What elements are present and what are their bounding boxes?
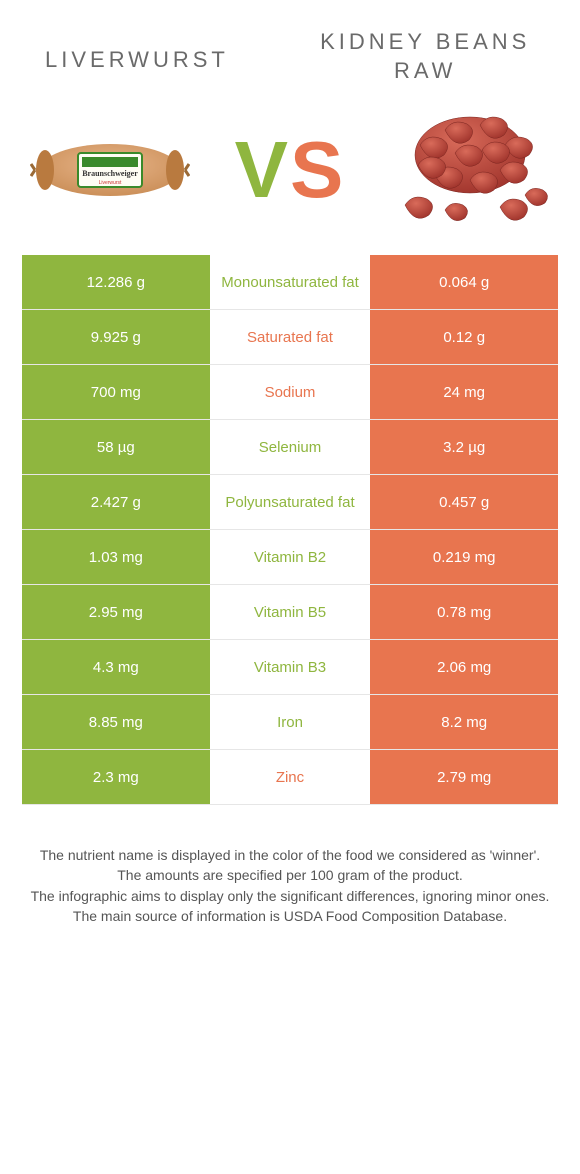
image-right (390, 110, 550, 230)
value-left: 8.85 mg (22, 695, 210, 749)
table-row: 700 mgSodium24 mg (22, 365, 558, 420)
nutrient-table: 12.286 gMonounsaturated fat0.064 g9.925 … (0, 255, 580, 805)
nutrient-label: Vitamin B5 (210, 585, 371, 639)
footer-notes: The nutrient name is displayed in the co… (0, 805, 580, 926)
value-left: 58 µg (22, 420, 210, 474)
value-left: 2.3 mg (22, 750, 210, 804)
footer-line: The nutrient name is displayed in the co… (30, 845, 550, 865)
vs-v: V (235, 125, 290, 214)
table-row: 4.3 mgVitamin B32.06 mg (22, 640, 558, 695)
value-right: 2.79 mg (370, 750, 558, 804)
footer-line: The amounts are specified per 100 gram o… (30, 865, 550, 885)
value-right: 2.06 mg (370, 640, 558, 694)
images-row: Braunschweiger Liverwurst VS (0, 95, 580, 255)
nutrient-label: Polyunsaturated fat (210, 475, 371, 529)
table-row: 58 µgSelenium3.2 µg (22, 420, 558, 475)
value-right: 0.064 g (370, 255, 558, 309)
nutrient-label: Saturated fat (210, 310, 371, 364)
table-row: 2.427 gPolyunsaturated fat0.457 g (22, 475, 558, 530)
vs-label: VS (235, 124, 346, 216)
title-left: LIVERWURST (30, 28, 280, 85)
image-left: Braunschweiger Liverwurst (30, 110, 190, 230)
nutrient-label: Vitamin B2 (210, 530, 371, 584)
value-right: 3.2 µg (370, 420, 558, 474)
table-row: 1.03 mgVitamin B20.219 mg (22, 530, 558, 585)
footer-line: The main source of information is USDA F… (30, 906, 550, 926)
nutrient-label: Sodium (210, 365, 371, 419)
table-row: 12.286 gMonounsaturated fat0.064 g (22, 255, 558, 310)
value-left: 4.3 mg (22, 640, 210, 694)
value-left: 9.925 g (22, 310, 210, 364)
value-right: 0.12 g (370, 310, 558, 364)
value-left: 2.427 g (22, 475, 210, 529)
value-right: 0.78 mg (370, 585, 558, 639)
nutrient-label: Iron (210, 695, 371, 749)
table-row: 9.925 gSaturated fat0.12 g (22, 310, 558, 365)
table-row: 8.85 mgIron8.2 mg (22, 695, 558, 750)
value-right: 24 mg (370, 365, 558, 419)
kidney-beans-icon (390, 105, 550, 235)
nutrient-label: Selenium (210, 420, 371, 474)
value-left: 2.95 mg (22, 585, 210, 639)
table-row: 2.3 mgZinc2.79 mg (22, 750, 558, 805)
nutrient-label: Zinc (210, 750, 371, 804)
value-left: 700 mg (22, 365, 210, 419)
value-left: 12.286 g (22, 255, 210, 309)
header: LIVERWURST KIDNEY BEANS RAW (0, 0, 580, 95)
svg-text:Liverwurst: Liverwurst (99, 180, 122, 186)
value-right: 0.219 mg (370, 530, 558, 584)
value-left: 1.03 mg (22, 530, 210, 584)
value-right: 0.457 g (370, 475, 558, 529)
svg-text:Braunschweiger: Braunschweiger (82, 169, 138, 178)
value-right: 8.2 mg (370, 695, 558, 749)
nutrient-label: Vitamin B3 (210, 640, 371, 694)
nutrient-label: Monounsaturated fat (210, 255, 371, 309)
table-row: 2.95 mgVitamin B50.78 mg (22, 585, 558, 640)
liverwurst-icon: Braunschweiger Liverwurst (30, 135, 190, 205)
title-right: KIDNEY BEANS RAW (300, 28, 550, 85)
footer-line: The infographic aims to display only the… (30, 886, 550, 906)
vs-s: S (290, 125, 345, 214)
